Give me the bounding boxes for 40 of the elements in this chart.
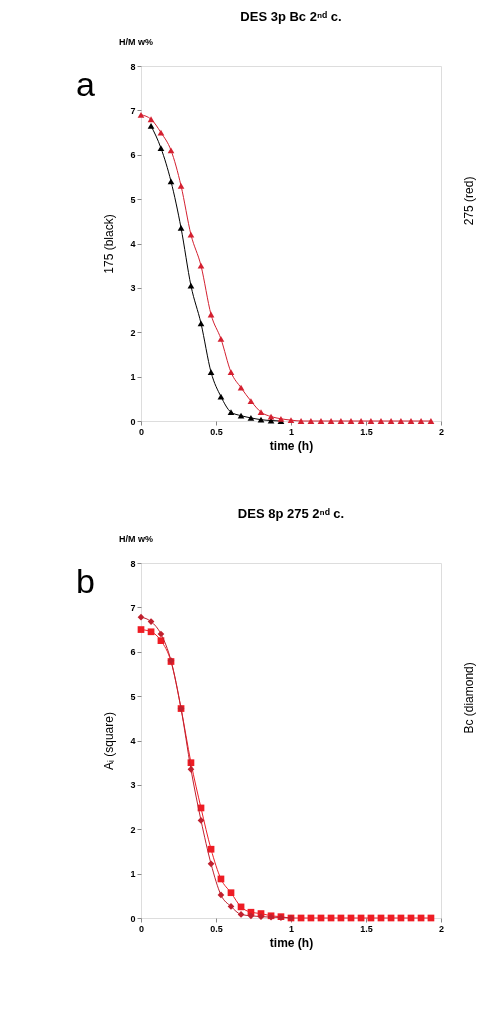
x-tick-label: 2 [438,923,445,934]
y-tick-label: 8 [130,558,136,569]
text: b [76,562,95,600]
y-tick-label: 5 [130,194,136,205]
x-tick-label: 0 [138,426,145,437]
y-tick-label: 3 [130,283,136,294]
y2-axis-title: Bc (diamond) [462,662,476,734]
x-tick-label: 0.5 [210,923,223,934]
y-tick-label: 6 [130,150,136,161]
y-axis-title: Aᵢ (square) [102,712,117,770]
text: H/M w% [119,534,154,544]
x-tick-label: 1 [288,426,295,437]
y-tick-label: 0 [130,416,136,427]
chart-title: DES 3p Bc 2ⁿᵈ c. [240,9,342,24]
y-tick-label: 5 [130,691,136,702]
x-tick-label: 2 [438,426,445,437]
y-tick-label: 1 [130,372,136,383]
x-tick-label: 1.5 [360,426,373,437]
y-tick-label: 1 [130,869,136,880]
x-tick-label: 1 [288,923,295,934]
chart-title: DES 8p 275 2ⁿᵈ c. [237,506,345,521]
y2-axis-title: 275 (red) [462,176,476,226]
x-tick-label: 0.5 [210,426,223,437]
y-axis-title: 175 (black) [102,214,117,274]
y-tick-label: 8 [130,61,136,72]
y-tick-label: 2 [130,824,136,835]
y-tick-label: 3 [130,780,136,791]
x-axis-title: time (h) [269,935,314,950]
y-tick-label: 7 [130,602,136,613]
y-tick-label: 7 [130,105,136,116]
text: H/M w% [119,37,154,47]
y-tick-label: 4 [130,736,136,746]
text: a [76,65,95,103]
x-tick-label: 1.5 [360,923,373,934]
y-tick-label: 2 [130,327,136,338]
y-tick-label: 6 [130,647,136,658]
x-axis-title: time (h) [269,438,314,453]
y-tick-label: 0 [130,913,136,924]
x-tick-label: 0 [138,923,145,934]
y-tick-label: 4 [130,239,136,249]
